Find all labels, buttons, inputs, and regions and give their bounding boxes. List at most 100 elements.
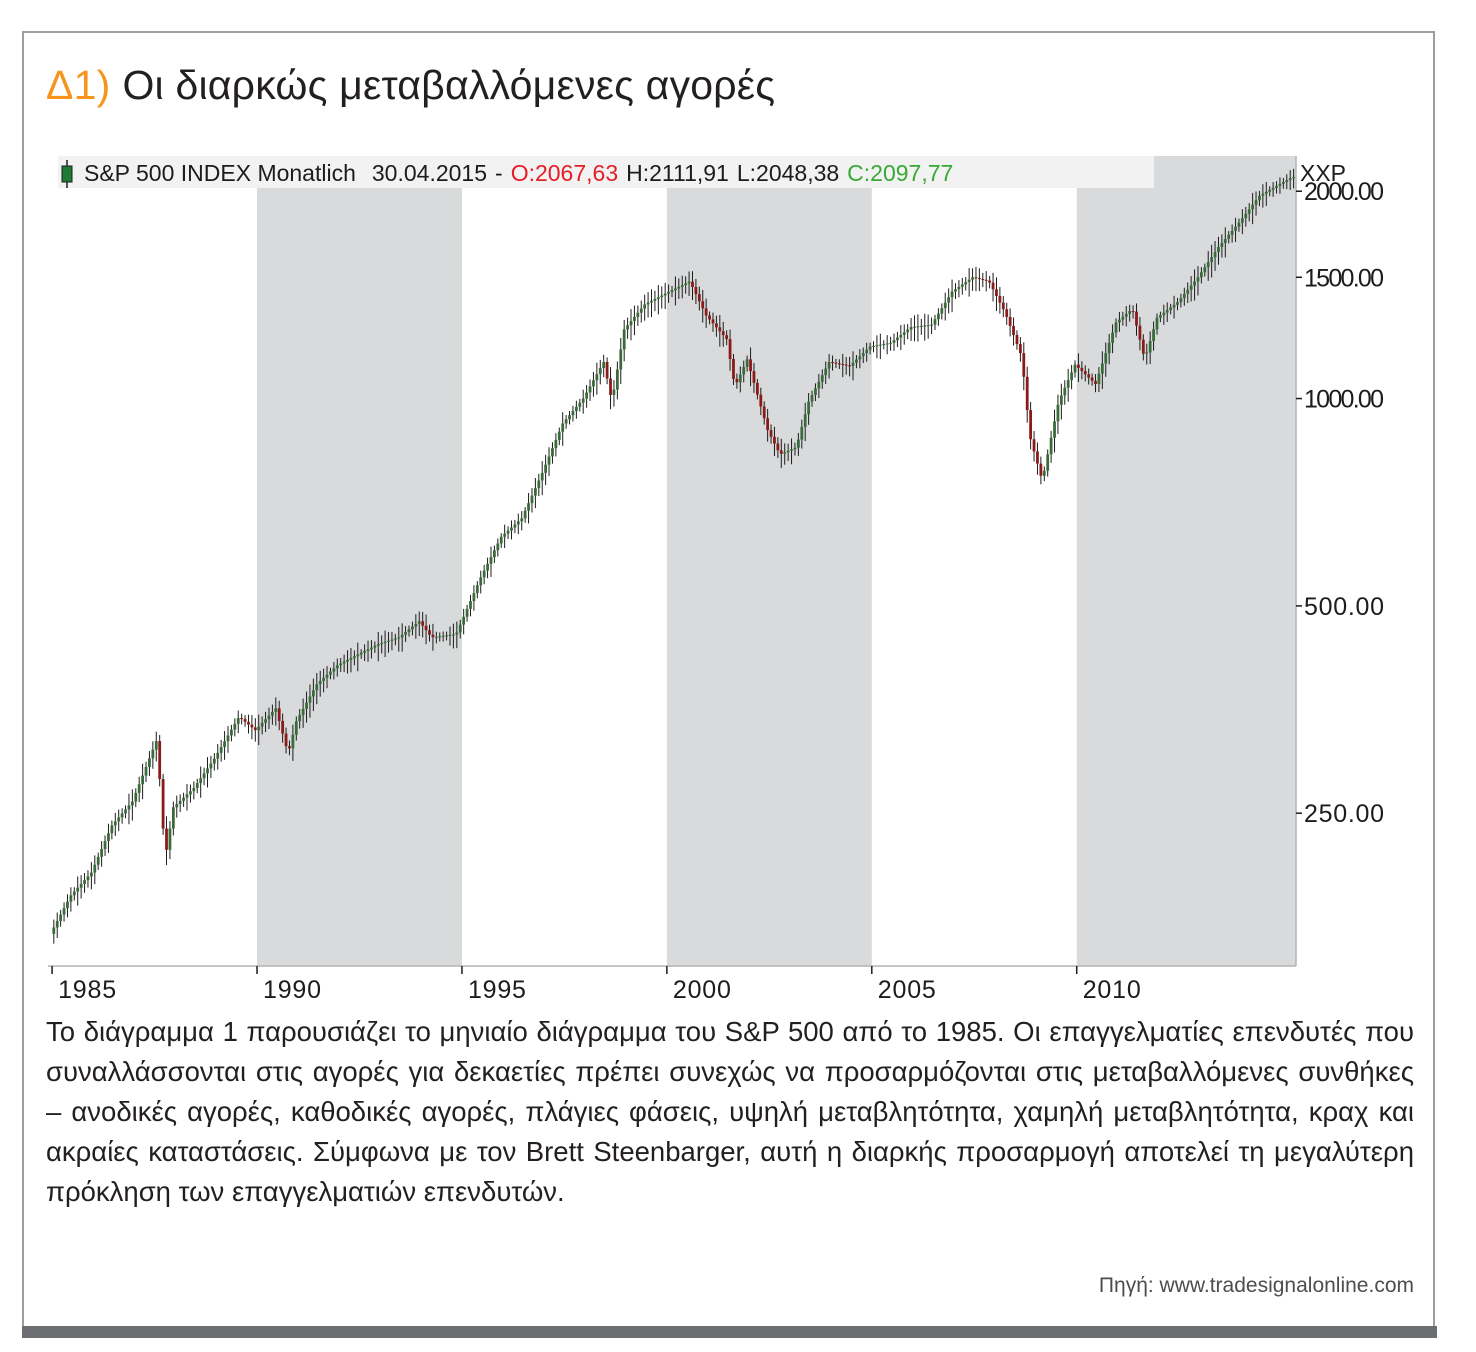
candle-body xyxy=(209,763,213,769)
candle-body xyxy=(950,291,954,298)
candle-body xyxy=(390,639,394,641)
header-high: H:2111,91 xyxy=(626,160,729,186)
candle-body xyxy=(315,684,319,691)
candle-body xyxy=(1073,364,1077,373)
candle-body xyxy=(687,281,691,284)
candle-body xyxy=(578,402,582,407)
candle-body xyxy=(1230,230,1234,235)
candle-body xyxy=(896,337,899,341)
candle-body xyxy=(1203,267,1207,273)
candle-body xyxy=(1210,257,1214,263)
candle-body xyxy=(923,325,927,327)
candle-body xyxy=(1100,363,1104,374)
candle-body xyxy=(250,724,254,728)
candle-body xyxy=(349,658,353,660)
candle-body xyxy=(192,787,196,792)
candle-body xyxy=(339,663,343,666)
x-tick-label: 2010 xyxy=(1083,976,1141,1004)
candle-body xyxy=(663,293,667,296)
candle-body xyxy=(913,326,916,328)
candle-body xyxy=(902,332,906,335)
candle-body xyxy=(66,901,69,909)
candle-body xyxy=(366,649,370,652)
candle-body xyxy=(1251,204,1255,210)
candle-body xyxy=(943,302,947,309)
candle-body xyxy=(653,299,657,301)
candle-body xyxy=(52,927,56,934)
candle-body xyxy=(55,921,59,928)
candle-body xyxy=(1097,373,1101,384)
candle-body xyxy=(291,734,295,749)
candle-body xyxy=(1152,329,1155,341)
candle-body xyxy=(233,723,237,730)
candle-body xyxy=(107,833,110,842)
candle-body xyxy=(937,313,940,320)
candle-body xyxy=(718,327,722,332)
bottom-bar xyxy=(22,1326,1437,1338)
candle-body xyxy=(1176,302,1179,305)
candle-body xyxy=(247,721,250,725)
candle-body xyxy=(940,308,944,314)
candle-body xyxy=(281,720,285,734)
candle-body xyxy=(72,891,76,896)
candle-body xyxy=(1292,177,1296,179)
candle-body xyxy=(814,388,817,395)
candle-body xyxy=(650,300,653,303)
candle-body xyxy=(96,856,100,865)
candle-body xyxy=(1138,325,1142,340)
candle-body xyxy=(506,530,510,534)
candle-body xyxy=(537,480,541,489)
candle-body xyxy=(909,327,913,330)
figure-number: Δ1) xyxy=(46,62,111,108)
candle-body xyxy=(725,335,729,340)
candle-body xyxy=(1022,353,1026,377)
candle-body xyxy=(865,349,869,354)
candle-body xyxy=(154,741,158,750)
candle-body xyxy=(455,632,459,635)
candle-body xyxy=(855,359,858,363)
candle-body xyxy=(486,563,489,571)
candle-body xyxy=(206,768,209,774)
candle-body xyxy=(762,406,766,419)
candle-body xyxy=(919,325,923,327)
y-tick-label: 500.00 xyxy=(1304,593,1384,621)
candle-body xyxy=(820,375,824,382)
candle-body xyxy=(561,423,565,432)
candle-body xyxy=(588,386,592,393)
candle-body xyxy=(636,312,640,317)
candle-body xyxy=(1258,195,1261,201)
candle-body xyxy=(1053,421,1056,438)
candle-body xyxy=(643,304,647,309)
candle-body xyxy=(370,647,373,650)
candle-body xyxy=(1087,374,1091,378)
candle-body xyxy=(458,624,462,633)
candle-body xyxy=(1141,339,1145,354)
candle-body xyxy=(130,801,134,806)
header-sep: - xyxy=(495,160,503,186)
candle-body xyxy=(462,616,466,625)
candle-body xyxy=(1172,304,1176,308)
candle-body xyxy=(592,380,595,387)
candle-body xyxy=(89,872,93,877)
candle-body xyxy=(277,708,281,721)
candle-body xyxy=(301,708,305,716)
candle-body xyxy=(253,727,257,731)
candle-body xyxy=(359,652,363,655)
candle-body xyxy=(141,775,145,785)
candle-body xyxy=(189,791,192,795)
candle-body xyxy=(964,282,968,285)
header-candle-icon xyxy=(61,165,73,183)
candle-body xyxy=(503,533,507,537)
candle-body xyxy=(195,783,199,788)
candle-body xyxy=(383,641,387,643)
candle-body xyxy=(1012,325,1015,336)
candle-body xyxy=(1029,410,1033,440)
candle-body xyxy=(878,344,882,346)
candle-body xyxy=(1077,364,1080,368)
x-axis-ticks: 1985 1990 1995 2000 2005 2010 xyxy=(51,966,1141,1004)
candle-body xyxy=(387,640,390,642)
candle-body xyxy=(1059,395,1063,405)
candle-body xyxy=(1159,315,1162,318)
candle-body xyxy=(981,278,985,280)
